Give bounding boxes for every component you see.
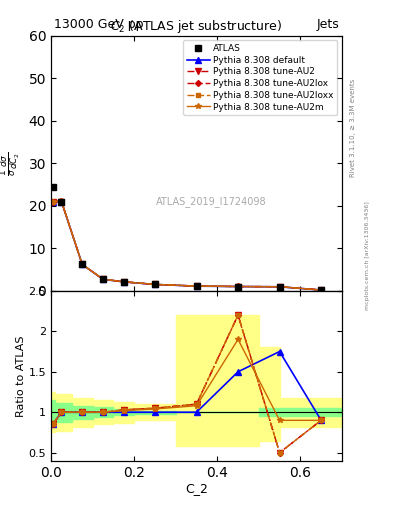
Pythia 8.308 tune-AU2: [101, 276, 105, 283]
Pythia 8.308 tune-AU2m: [101, 276, 105, 282]
Pythia 8.308 tune-AU2lox: [319, 287, 323, 293]
ATLAS: [59, 199, 64, 205]
Text: Jets: Jets: [316, 18, 339, 31]
Pythia 8.308 tune-AU2loxx: [319, 287, 323, 293]
Pythia 8.308 tune-AU2: [51, 199, 55, 205]
Pythia 8.308 tune-AU2lox: [101, 276, 105, 282]
Pythia 8.308 tune-AU2lox: [152, 281, 157, 287]
Pythia 8.308 tune-AU2: [319, 287, 323, 293]
Line: Pythia 8.308 tune-AU2m: Pythia 8.308 tune-AU2m: [50, 199, 324, 293]
Pythia 8.308 tune-AU2m: [236, 284, 241, 290]
Pythia 8.308 tune-AU2m: [277, 284, 282, 290]
Pythia 8.308 tune-AU2m: [59, 198, 64, 204]
Pythia 8.308 tune-AU2m: [121, 279, 126, 285]
Pythia 8.308 tune-AU2loxx: [152, 281, 157, 287]
Text: 13000 GeV pp: 13000 GeV pp: [54, 18, 143, 31]
Line: Pythia 8.308 tune-AU2lox: Pythia 8.308 tune-AU2lox: [51, 199, 323, 292]
X-axis label: C_2: C_2: [185, 482, 208, 496]
Pythia 8.308 tune-AU2: [236, 284, 241, 290]
ATLAS: [101, 276, 105, 283]
Pythia 8.308 tune-AU2m: [319, 287, 323, 293]
Pythia 8.308 default: [277, 284, 282, 290]
Pythia 8.308 default: [59, 199, 64, 205]
Pythia 8.308 tune-AU2loxx: [194, 283, 199, 289]
Pythia 8.308 default: [319, 287, 323, 293]
Pythia 8.308 tune-AU2lox: [277, 284, 282, 290]
Pythia 8.308 default: [101, 276, 105, 283]
Pythia 8.308 tune-AU2: [194, 283, 199, 289]
Pythia 8.308 tune-AU2lox: [80, 262, 84, 268]
Pythia 8.308 tune-AU2m: [80, 261, 84, 267]
Pythia 8.308 tune-AU2: [80, 262, 84, 268]
Pythia 8.308 default: [194, 283, 199, 289]
Pythia 8.308 tune-AU2m: [152, 281, 157, 287]
Line: ATLAS: ATLAS: [50, 183, 325, 293]
Pythia 8.308 default: [236, 284, 241, 290]
ATLAS: [194, 283, 199, 289]
ATLAS: [51, 184, 55, 190]
Pythia 8.308 tune-AU2lox: [59, 198, 64, 204]
Pythia 8.308 tune-AU2lox: [51, 199, 55, 205]
ATLAS: [80, 262, 84, 268]
Pythia 8.308 tune-AU2loxx: [80, 262, 84, 268]
Pythia 8.308 tune-AU2loxx: [277, 284, 282, 290]
ATLAS: [277, 284, 282, 290]
Pythia 8.308 tune-AU2lox: [121, 279, 126, 285]
Y-axis label: $\frac{1}{\sigma}\frac{d\sigma}{d C_2}$: $\frac{1}{\sigma}\frac{d\sigma}{d C_2}$: [0, 151, 22, 176]
Pythia 8.308 default: [152, 282, 157, 288]
ATLAS: [121, 279, 126, 285]
Pythia 8.308 tune-AU2: [59, 199, 64, 205]
Pythia 8.308 tune-AU2: [121, 279, 126, 285]
Pythia 8.308 tune-AU2loxx: [59, 198, 64, 204]
Text: ATLAS_2019_I1724098: ATLAS_2019_I1724098: [156, 196, 266, 207]
ATLAS: [319, 287, 323, 293]
Pythia 8.308 tune-AU2loxx: [101, 276, 105, 282]
Pythia 8.308 tune-AU2lox: [194, 283, 199, 289]
Pythia 8.308 default: [80, 262, 84, 268]
Legend: ATLAS, Pythia 8.308 default, Pythia 8.308 tune-AU2, Pythia 8.308 tune-AU2lox, Py: ATLAS, Pythia 8.308 default, Pythia 8.30…: [184, 40, 338, 115]
Title: $C_2$ (ATLAS jet substructure): $C_2$ (ATLAS jet substructure): [110, 18, 283, 35]
Pythia 8.308 tune-AU2: [277, 284, 282, 290]
Line: Pythia 8.308 default: Pythia 8.308 default: [50, 199, 324, 293]
Y-axis label: Ratio to ATLAS: Ratio to ATLAS: [16, 335, 26, 417]
Pythia 8.308 default: [121, 279, 126, 285]
Pythia 8.308 tune-AU2loxx: [121, 279, 126, 285]
Line: Pythia 8.308 tune-AU2: Pythia 8.308 tune-AU2: [50, 199, 324, 293]
Pythia 8.308 tune-AU2loxx: [236, 284, 241, 290]
Pythia 8.308 tune-AU2m: [194, 283, 199, 289]
Pythia 8.308 tune-AU2: [152, 282, 157, 288]
ATLAS: [152, 282, 157, 288]
Pythia 8.308 default: [51, 199, 55, 205]
Pythia 8.308 tune-AU2lox: [236, 284, 241, 290]
Text: Rivet 3.1.10, ≥ 3.3M events: Rivet 3.1.10, ≥ 3.3M events: [350, 79, 356, 177]
Text: mcplots.cern.ch [arXiv:1306.3436]: mcplots.cern.ch [arXiv:1306.3436]: [365, 202, 371, 310]
Pythia 8.308 tune-AU2m: [51, 199, 55, 205]
ATLAS: [236, 284, 241, 290]
Line: Pythia 8.308 tune-AU2loxx: Pythia 8.308 tune-AU2loxx: [51, 199, 323, 292]
Pythia 8.308 tune-AU2loxx: [51, 199, 55, 205]
